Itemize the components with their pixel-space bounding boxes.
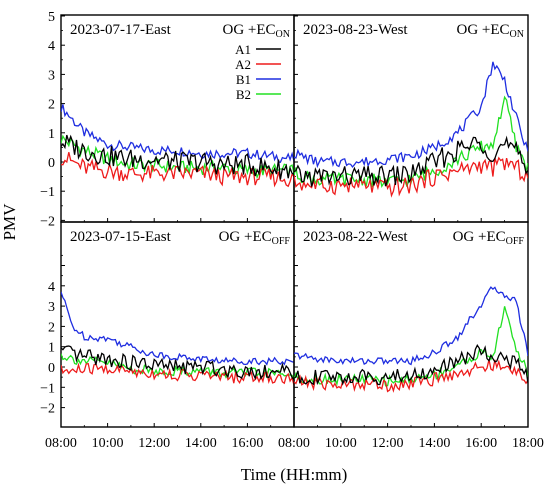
y-tick-label: 3 (48, 68, 55, 83)
condition-main: OG +EC (223, 22, 276, 38)
series-line-b2 (61, 134, 294, 180)
series-line-a1 (294, 343, 528, 386)
panel-title: 2023-07-17-East (70, 22, 172, 38)
y-tick-label: −1 (40, 381, 55, 396)
series-line-b1 (294, 286, 528, 366)
legend-label-b2: B2 (236, 87, 251, 102)
series-line-a1 (61, 345, 294, 381)
condition-label: OG +ECON (457, 22, 525, 40)
x-tick-label: 16:00 (231, 436, 263, 451)
condition-label: OG +ECOFF (453, 229, 525, 247)
condition-main: OG +EC (219, 229, 272, 245)
panel-2: 2023-08-23-West OG +ECON (293, 14, 529, 223)
y-axis-label: PMV (0, 203, 19, 241)
y-tick-label: 0 (48, 156, 55, 171)
y-tick-label: 2 (48, 320, 55, 335)
x-tick-label: 14:00 (185, 436, 217, 451)
x-tick-label: 10:00 (92, 436, 124, 451)
panel-title: 2023-08-23-West (303, 22, 408, 38)
series-line-a1 (294, 135, 528, 187)
legend-label-a1: A1 (235, 42, 251, 57)
condition-label: OG +ECON (223, 22, 291, 40)
y-tick-label: 4 (48, 39, 55, 54)
condition-sub: ON (276, 29, 290, 40)
series-line-b1 (61, 291, 294, 366)
x-tick-label: 16:00 (465, 436, 497, 451)
x-tick-label: 12:00 (372, 436, 404, 451)
panel-title: 2023-08-22-West (303, 229, 408, 245)
legend-label-b1: B1 (236, 72, 251, 87)
panel-3: −2 −1 0 1 2 3 4 08:00 10:00 12:00 14:00 16:00 2023-0… (40, 221, 295, 451)
series-line-b1 (294, 61, 528, 169)
condition-label: OG +ECOFF (219, 229, 291, 247)
panel-frame (293, 221, 529, 428)
y-tick-label: −2 (40, 214, 55, 229)
panel-1: −2 −1 0 1 2 3 4 5 2023-07-17-East OG +ECON (40, 10, 295, 229)
x-tick-label: 08:00 (45, 436, 77, 451)
y-tick-label: 4 (48, 280, 55, 295)
panel-4: 08:00 10:00 12:00 14:00 16:00 18:00 2023-08-22… (278, 221, 544, 451)
x-axis-label: Time (HH:mm) (241, 465, 348, 484)
condition-sub: OFF (506, 236, 525, 247)
x-tick-label: 14:00 (418, 436, 450, 451)
legend-label-a2: A2 (235, 57, 251, 72)
y-tick-label: 1 (48, 341, 55, 356)
x-tick-label: 18:00 (512, 436, 544, 451)
panel-frame (60, 14, 295, 223)
condition-main: OG +EC (457, 22, 510, 38)
y-tick-label: 5 (48, 10, 55, 25)
condition-sub: OFF (272, 236, 291, 247)
series-line-a2 (294, 156, 528, 198)
y-tick-label: −2 (40, 402, 55, 417)
series-line-a1 (61, 134, 294, 180)
series-line-b1 (61, 104, 294, 163)
panel-frame (60, 221, 295, 428)
y-tick-label: 1 (48, 127, 55, 142)
y-tick-label: 3 (48, 300, 55, 315)
x-tick-label: 12:00 (138, 436, 170, 451)
y-tick-label: 0 (48, 361, 55, 376)
condition-main: OG +EC (453, 229, 506, 245)
x-tick-label: 10:00 (325, 436, 357, 451)
panel-title: 2023-07-15-East (70, 229, 172, 245)
condition-sub: ON (510, 29, 524, 40)
y-tick-label: 2 (48, 98, 55, 113)
y-tick-label: −1 (40, 185, 55, 200)
x-tick-label: 08:00 (278, 436, 310, 451)
